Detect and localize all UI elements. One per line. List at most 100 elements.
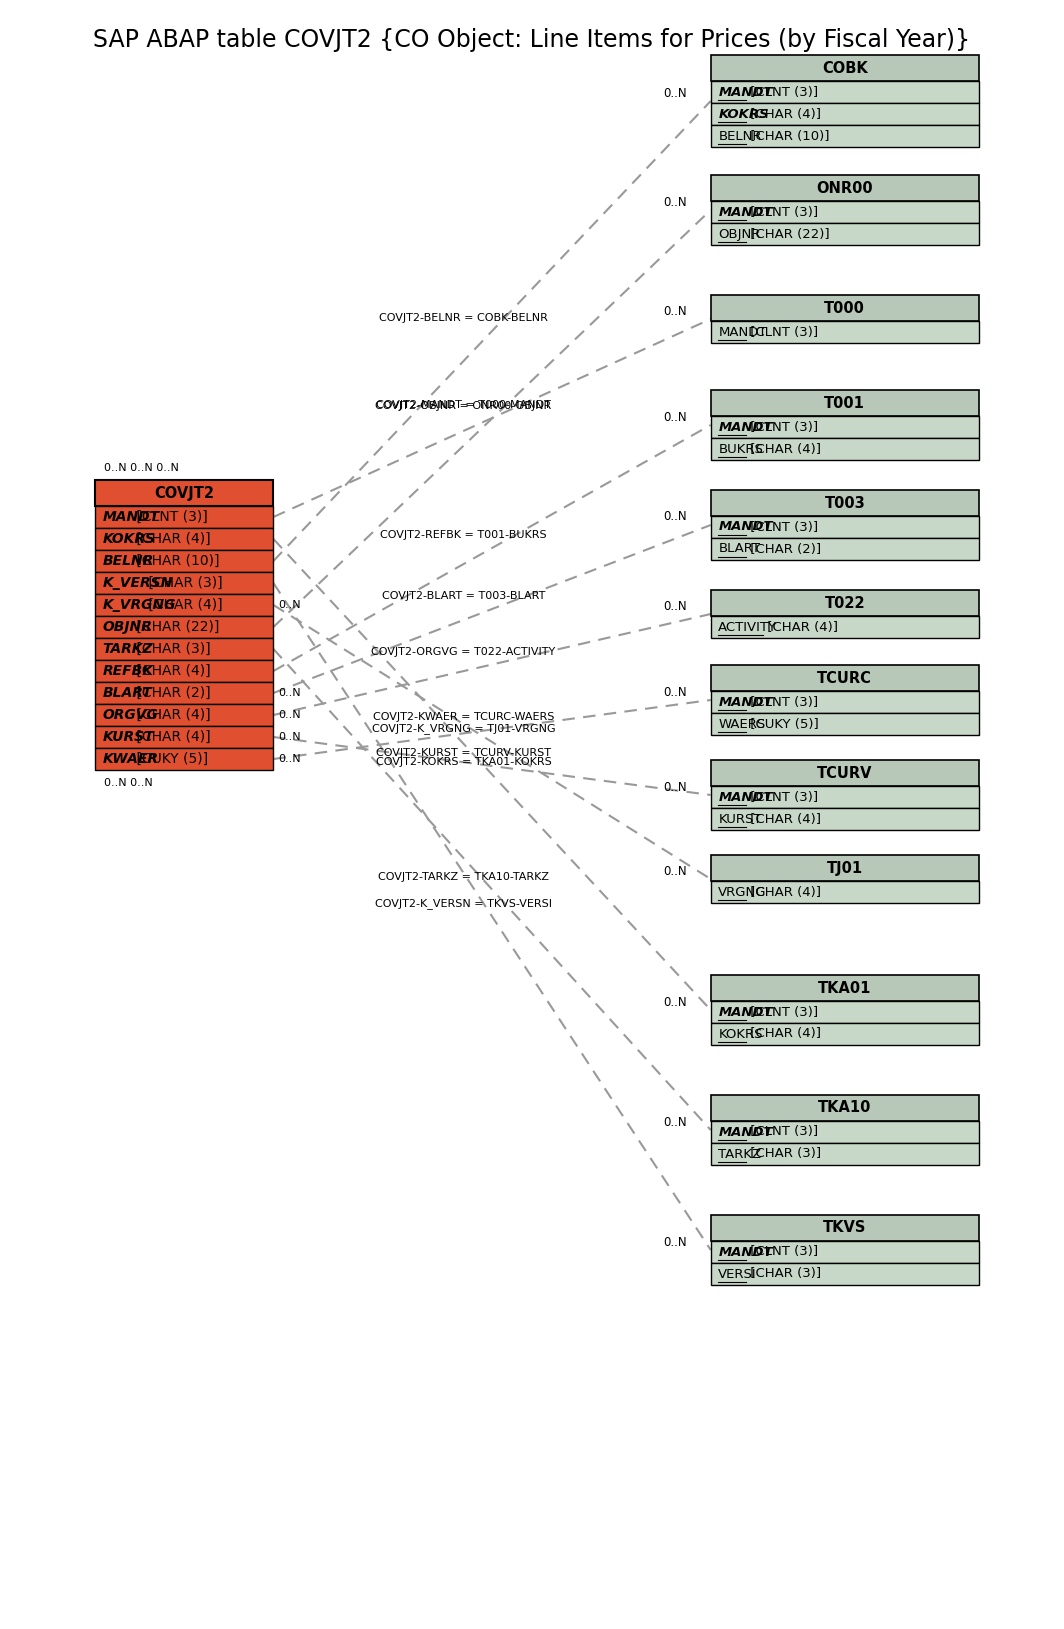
Text: [CHAR (4)]: [CHAR (4)] xyxy=(746,443,821,456)
Text: [CLNT (3)]: [CLNT (3)] xyxy=(746,420,818,433)
Text: COVJT2-BLART = T003-BLART: COVJT2-BLART = T003-BLART xyxy=(382,591,545,601)
Text: [CHAR (3)]: [CHAR (3)] xyxy=(132,642,211,656)
Text: TARKZ: TARKZ xyxy=(718,1147,762,1160)
Text: TKA10: TKA10 xyxy=(818,1101,871,1116)
Bar xyxy=(95,528,273,551)
Text: ACTIVITY: ACTIVITY xyxy=(718,621,778,634)
Bar xyxy=(711,976,979,1000)
Bar xyxy=(711,665,979,691)
Bar xyxy=(95,595,273,616)
Text: [CHAR (4)]: [CHAR (4)] xyxy=(132,730,211,744)
Bar xyxy=(711,81,979,103)
Text: MANDT: MANDT xyxy=(718,1005,772,1018)
Text: KOKRS: KOKRS xyxy=(718,108,769,121)
Text: MANDT: MANDT xyxy=(718,1126,772,1139)
Text: [CHAR (3)]: [CHAR (3)] xyxy=(144,577,222,590)
Bar xyxy=(711,1095,979,1121)
Text: [CLNT (3)]: [CLNT (3)] xyxy=(746,1126,818,1139)
Bar xyxy=(95,481,273,507)
Bar xyxy=(711,295,979,321)
Text: [CLNT (3)]: [CLNT (3)] xyxy=(746,521,818,534)
Bar xyxy=(711,1000,979,1023)
Text: [CHAR (2)]: [CHAR (2)] xyxy=(132,686,211,700)
Bar xyxy=(711,538,979,560)
Text: BUKRS: BUKRS xyxy=(718,443,763,456)
Text: BELNR: BELNR xyxy=(102,554,153,569)
Text: [CHAR (10)]: [CHAR (10)] xyxy=(132,554,219,569)
Text: [CLNT (3)]: [CLNT (3)] xyxy=(746,85,818,98)
Text: 0..N: 0..N xyxy=(663,780,686,793)
Bar xyxy=(711,1241,979,1262)
Text: 0..N: 0..N xyxy=(663,510,686,523)
Bar xyxy=(95,572,273,595)
Text: [CLNT (3)]: [CLNT (3)] xyxy=(746,1005,818,1018)
Text: KOKRS: KOKRS xyxy=(102,533,155,546)
Bar xyxy=(711,616,979,639)
Text: K_VERSN: K_VERSN xyxy=(102,577,172,590)
Bar xyxy=(711,490,979,516)
Text: 0..N: 0..N xyxy=(278,731,301,741)
Text: TARKZ: TARKZ xyxy=(102,642,153,656)
Text: 0..N: 0..N xyxy=(663,86,686,99)
Bar xyxy=(711,321,979,344)
Text: OBJNR: OBJNR xyxy=(102,621,152,634)
Text: [CHAR (3)]: [CHAR (3)] xyxy=(746,1147,821,1160)
Text: 0..N: 0..N xyxy=(663,865,686,878)
Text: 0..N: 0..N xyxy=(278,754,301,764)
Bar xyxy=(711,1215,979,1241)
Bar xyxy=(711,787,979,808)
Text: VERSI: VERSI xyxy=(718,1267,757,1280)
Bar xyxy=(711,125,979,147)
Text: 0..N 0..N: 0..N 0..N xyxy=(104,779,153,788)
Text: [CHAR (2)]: [CHAR (2)] xyxy=(746,542,821,555)
Text: 0..N: 0..N xyxy=(663,1235,686,1248)
Text: [CHAR (4)]: [CHAR (4)] xyxy=(132,709,211,722)
Text: [CLNT (3)]: [CLNT (3)] xyxy=(746,696,818,709)
Text: 0..N: 0..N xyxy=(278,687,301,697)
Bar xyxy=(711,761,979,787)
Bar xyxy=(711,855,979,881)
Bar xyxy=(711,1262,979,1285)
Text: [CLNT (3)]: [CLNT (3)] xyxy=(746,326,818,339)
Text: T000: T000 xyxy=(825,300,865,316)
Text: [CLNT (3)]: [CLNT (3)] xyxy=(746,205,818,218)
Text: BELNR: BELNR xyxy=(718,129,762,142)
Text: MANDT: MANDT xyxy=(718,696,772,709)
Text: MANDT: MANDT xyxy=(718,326,767,339)
Bar xyxy=(95,683,273,704)
Text: VRGNG: VRGNG xyxy=(718,886,767,899)
Bar xyxy=(95,704,273,727)
Bar xyxy=(711,174,979,200)
Text: 0..N: 0..N xyxy=(663,686,686,699)
Text: [CHAR (4)]: [CHAR (4)] xyxy=(746,813,821,826)
Bar xyxy=(711,415,979,438)
Text: [CHAR (4)]: [CHAR (4)] xyxy=(746,1028,821,1041)
Text: COVJT2-REFBK = T001-BUKRS: COVJT2-REFBK = T001-BUKRS xyxy=(380,529,547,539)
Text: ONR00: ONR00 xyxy=(816,181,874,195)
Text: COVJT2-K_VRGNG = TJ01-VRGNG: COVJT2-K_VRGNG = TJ01-VRGNG xyxy=(371,723,555,735)
Text: [CHAR (4)]: [CHAR (4)] xyxy=(132,533,211,546)
Text: 0..N: 0..N xyxy=(663,995,686,1008)
Text: BLART: BLART xyxy=(718,542,761,555)
Text: ORGVG: ORGVG xyxy=(102,709,159,722)
Bar xyxy=(711,438,979,459)
Text: [CHAR (4)]: [CHAR (4)] xyxy=(132,665,211,678)
Text: KURST: KURST xyxy=(718,813,762,826)
Text: MANDT: MANDT xyxy=(102,510,160,525)
Text: KOKRS: KOKRS xyxy=(718,1028,763,1041)
Bar xyxy=(711,200,979,223)
Bar xyxy=(711,1023,979,1044)
Text: [CLNT (3)]: [CLNT (3)] xyxy=(746,1246,818,1259)
Text: [CLNT (3)]: [CLNT (3)] xyxy=(132,510,207,525)
Text: SAP ABAP table COVJT2 {CO Object: Line Items for Prices (by Fiscal Year)}: SAP ABAP table COVJT2 {CO Object: Line I… xyxy=(94,28,970,52)
Text: COBK: COBK xyxy=(821,60,867,75)
Text: [CHAR (10)]: [CHAR (10)] xyxy=(746,129,830,142)
Text: COVJT2: COVJT2 xyxy=(154,485,214,500)
Text: [CHAR (4)]: [CHAR (4)] xyxy=(746,886,821,899)
Text: MANDT: MANDT xyxy=(718,790,772,803)
Bar xyxy=(95,507,273,528)
Bar xyxy=(95,660,273,683)
Text: [CUKY (5)]: [CUKY (5)] xyxy=(132,753,207,766)
Bar xyxy=(95,551,273,572)
Text: COVJT2-MANDT = T000-MANDT: COVJT2-MANDT = T000-MANDT xyxy=(376,401,551,411)
